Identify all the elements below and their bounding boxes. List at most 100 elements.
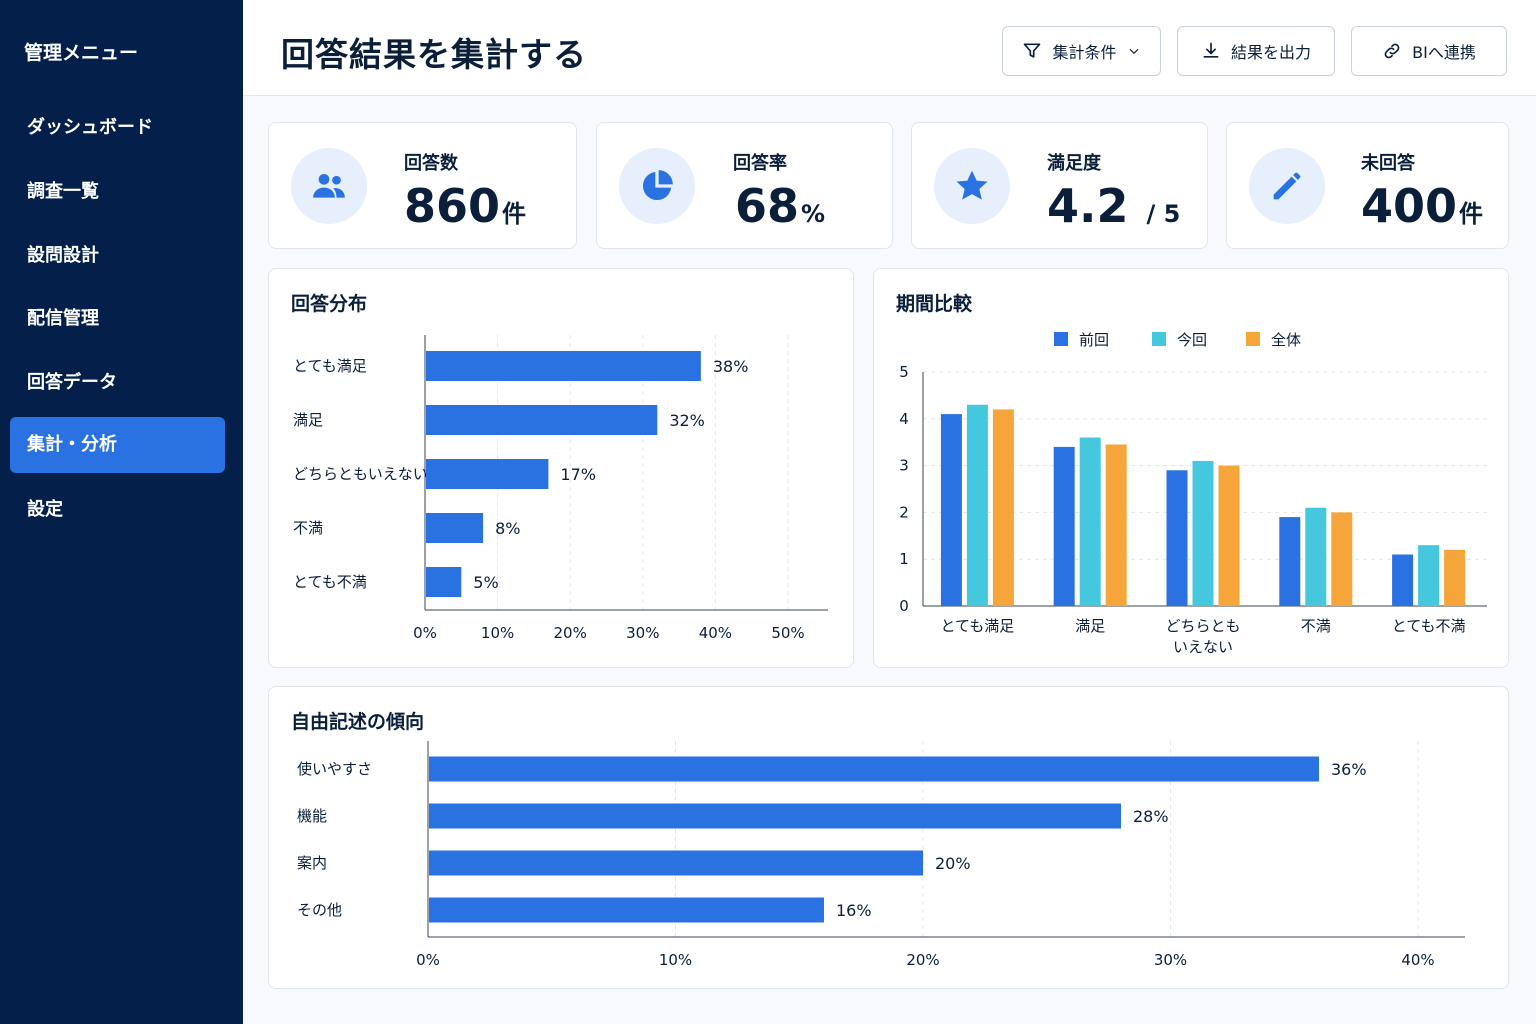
legend-swatch	[1152, 332, 1166, 346]
bar-current	[1192, 460, 1214, 606]
bar-overall	[1105, 444, 1127, 606]
bar-current	[1305, 507, 1327, 606]
kpi-value: 68%	[735, 179, 826, 233]
legend-swatch	[1246, 332, 1260, 346]
data-label: 8%	[495, 519, 520, 538]
category-label: 満足	[293, 411, 323, 429]
bar-current	[1079, 437, 1101, 606]
filter-button[interactable]: 集計条件	[1002, 26, 1161, 76]
chart-title: 自由記述の傾向	[291, 711, 425, 733]
bar	[426, 513, 484, 543]
chart-title: 期間比較	[896, 293, 973, 315]
data-label: 38%	[713, 357, 749, 376]
x-tick-label: 0%	[416, 951, 440, 969]
bar	[426, 405, 658, 435]
chart-card-distribution: 回答分布 0% 10% 20% 30% 40% 50% とても満足 38% 満足 32% どちらとも…	[268, 268, 854, 668]
category-label: とても不満	[293, 573, 367, 591]
data-label: 28%	[1133, 807, 1169, 826]
x-tick-label: 20%	[906, 951, 939, 969]
kpi-card-satisfaction: 満足度 4.2 / 5	[911, 122, 1208, 249]
y-tick-label: 3	[899, 457, 909, 475]
category-label: とても満足	[940, 617, 1014, 635]
filter-button-label: 集計条件	[1052, 43, 1117, 62]
sidebar-item-question-design[interactable]: 設問設計	[27, 245, 99, 266]
kpi-label: 回答率	[733, 153, 787, 174]
category-label: その他	[297, 901, 342, 919]
x-tick-label: 30%	[626, 624, 659, 642]
sidebar-item-analysis[interactable]: 集計・分析	[10, 417, 225, 473]
category-label: 満足	[1075, 617, 1105, 635]
y-tick-label: 0	[899, 597, 909, 615]
period-comparison-chart: 0 1 2 3 4 5 とても満足 満足 どちらともいえない 不満 とても不満 前回 今回 全体	[899, 331, 1487, 656]
category-label: 使いやすさ	[297, 760, 372, 778]
category-label: 不満	[1301, 617, 1331, 635]
chart-card-free-text: 自由記述の傾向 0% 10% 20% 30% 40% 使いやすさ 36% 機能 28% 案内 20%…	[268, 686, 1509, 989]
bar-previous	[1279, 517, 1301, 606]
y-tick-label: 5	[899, 363, 909, 381]
x-tick-label: 20%	[554, 624, 587, 642]
export-button[interactable]: 結果を出力	[1177, 26, 1335, 76]
category-label: どちらとも	[1165, 617, 1240, 635]
bar	[429, 850, 923, 876]
category-label: どちらともいえない	[293, 465, 428, 483]
x-tick-label: 10%	[481, 624, 514, 642]
bar	[429, 803, 1121, 829]
bar-current	[966, 404, 988, 606]
kpi-value: 4.2 / 5	[1047, 179, 1181, 233]
category-label: 機能	[297, 807, 327, 825]
legend-label: 今回	[1177, 331, 1207, 349]
x-tick-label: 10%	[659, 951, 692, 969]
x-tick-label: 30%	[1154, 951, 1187, 969]
legend-label: 全体	[1271, 331, 1301, 349]
distribution-chart: 0% 10% 20% 30% 40% 50% とても満足 38% 満足 32% どちらともいえない 1…	[293, 335, 828, 642]
sidebar: 管理メニュー ダッシュボード 調査一覧 設問設計 配信管理 回答データ 集計・分…	[0, 0, 243, 1024]
filter-icon	[1024, 43, 1041, 58]
sidebar-item-response-data[interactable]: 回答データ	[27, 372, 117, 393]
download-icon	[1203, 42, 1219, 58]
kpi-value: 860件	[404, 179, 527, 233]
link-icon	[1384, 43, 1400, 59]
data-label: 17%	[560, 465, 596, 484]
bar-previous	[940, 414, 962, 606]
star-icon	[934, 148, 1010, 224]
bar-overall	[992, 409, 1014, 606]
data-label: 20%	[935, 854, 971, 873]
sidebar-item-dashboard[interactable]: ダッシュボード	[27, 117, 153, 138]
kpi-label: 回答数	[404, 153, 458, 174]
users-icon	[291, 148, 367, 224]
sidebar-item-survey-list[interactable]: 調査一覧	[27, 181, 99, 202]
x-tick-label: 40%	[1401, 951, 1434, 969]
category-label: 案内	[297, 854, 327, 872]
header: 回答結果を集計する 集計条件 結果を出力 BIへ連携	[243, 0, 1536, 96]
data-label: 36%	[1331, 760, 1367, 779]
category-label: 不満	[293, 519, 323, 537]
bi-link-button-label: BIへ連携	[1412, 43, 1476, 62]
bar	[429, 756, 1319, 782]
bar-previous	[1392, 554, 1414, 606]
bi-link-button[interactable]: BIへ連携	[1351, 26, 1507, 76]
page-title: 回答結果を集計する	[281, 35, 587, 74]
export-button-label: 結果を出力	[1230, 43, 1311, 62]
sidebar-item-delivery[interactable]: 配信管理	[27, 308, 99, 329]
sidebar-item-settings[interactable]: 設定	[27, 499, 63, 520]
bar-overall	[1218, 465, 1240, 606]
kpi-card-response-rate: 回答率 68%	[596, 122, 893, 249]
category-label: とても満足	[293, 357, 367, 375]
data-label: 32%	[669, 411, 705, 430]
x-tick-label: 50%	[771, 624, 804, 642]
bar	[429, 897, 824, 923]
chevron-down-icon	[1129, 48, 1138, 55]
data-label: 16%	[836, 901, 872, 920]
data-label: 5%	[473, 573, 498, 592]
bar	[426, 351, 701, 381]
chart-card-period-comparison: 期間比較 0 1 2 3 4 5 とても満足 満足 どちらとも いえない 不満 とても不満 前回 今回 全体	[873, 268, 1509, 668]
category-label: いえない	[1173, 638, 1233, 656]
free-text-chart: 0% 10% 20% 30% 40% 使いやすさ 36% 機能 28% 案内 20% その他 16%	[297, 741, 1465, 969]
sidebar-title: 管理メニュー	[24, 42, 139, 64]
y-tick-label: 2	[899, 503, 909, 521]
y-tick-label: 1	[899, 550, 909, 568]
kpi-card-unanswered: 未回答 400件	[1226, 122, 1509, 249]
bar-previous	[1053, 446, 1075, 606]
kpi-label: 未回答	[1361, 153, 1415, 174]
legend-label: 前回	[1079, 331, 1109, 349]
